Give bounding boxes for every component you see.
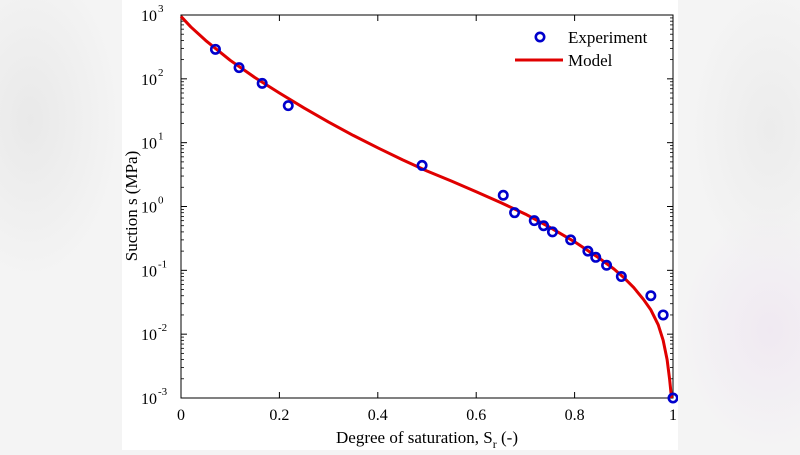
experiment-point — [509, 207, 521, 219]
y-tick-exponent: -1 — [158, 258, 167, 270]
experiment-point — [590, 251, 602, 263]
x-tick-label: 0.4 — [368, 407, 388, 424]
experiment-point — [601, 259, 613, 271]
y-tick-label: 10 — [141, 327, 157, 344]
legend-experiment-label: Experiment — [568, 28, 648, 47]
experiment-point — [667, 392, 679, 404]
y-tick-exponent: -2 — [158, 322, 167, 334]
experiment-point — [528, 215, 540, 227]
y-tick-exponent: 3 — [158, 3, 164, 15]
y-axis-label: Suction s (MPa) — [122, 151, 141, 262]
x-axis-label-suffix: (-) — [497, 428, 518, 447]
y-tick-exponent: -3 — [158, 386, 168, 398]
experiment-point — [615, 271, 627, 283]
x-axis-label: Degree of saturation, Sr (-) — [336, 428, 518, 450]
experiment-point — [497, 189, 509, 201]
experiment-points-group — [209, 43, 679, 404]
figure-panel: 10 -3 10 -2 10 -1 10 0 10 1 10 2 10 3 0 0.2 0.4 0.6 0.8 1 … — [122, 0, 679, 451]
plot-frame — [180, 14, 674, 399]
y-tick-exponent: 1 — [158, 131, 164, 143]
axis-ticks — [180, 14, 674, 399]
x-axis-label-subscript: r — [493, 437, 497, 450]
model-line-group — [179, 15, 674, 399]
experiment-point — [416, 159, 428, 171]
experiment-point — [538, 220, 550, 232]
legend-experiment-marker — [534, 31, 546, 43]
x-tick-label: 0 — [177, 407, 185, 424]
experiment-point — [546, 226, 558, 238]
y-tick-label: 10 — [141, 263, 157, 280]
experiment-point — [256, 77, 268, 89]
y-tick-label: 10 — [141, 391, 157, 408]
x-tick-label: 0.2 — [269, 407, 289, 424]
experiment-point — [645, 290, 657, 302]
experiment-point — [582, 245, 594, 257]
y-tick-label: 10 — [141, 200, 157, 217]
y-tick-exponent: 0 — [158, 195, 164, 207]
experiment-point — [565, 234, 577, 246]
experiment-point — [657, 309, 669, 321]
experiment-point — [282, 100, 294, 112]
x-tick-label: 0.6 — [466, 407, 486, 424]
y-tick-exponent: 2 — [158, 67, 164, 79]
model-curve — [179, 15, 674, 399]
x-tick-labels: 0 0.2 0.4 0.6 0.8 1 — [177, 407, 677, 424]
legend: Experiment Model — [515, 28, 648, 70]
y-tick-label: 10 — [141, 72, 157, 89]
x-tick-label: 0.8 — [565, 407, 585, 424]
y-tick-label: 10 — [141, 136, 157, 153]
experiment-point — [209, 43, 221, 55]
legend-model-label: Model — [568, 51, 613, 70]
y-tick-label: 10 — [141, 8, 157, 25]
experiment-point — [233, 62, 245, 74]
x-tick-label: 1 — [669, 407, 677, 424]
